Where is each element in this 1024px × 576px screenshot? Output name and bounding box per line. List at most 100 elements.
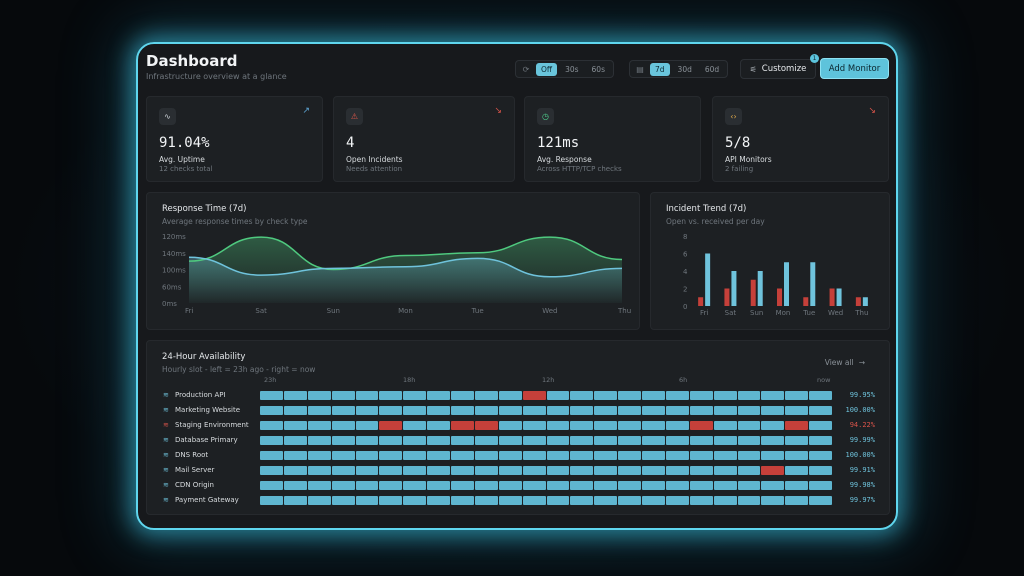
availability-slot-up[interactable] [331, 406, 355, 415]
availability-slot-up[interactable] [665, 421, 689, 430]
availability-slot-up[interactable] [522, 421, 546, 430]
add-monitor-button[interactable]: Add Monitor [820, 58, 889, 79]
availability-slot-up[interactable] [403, 421, 427, 430]
availability-slot-up[interactable] [618, 451, 641, 460]
availability-slot-up[interactable] [570, 436, 594, 445]
availability-slot-up[interactable] [260, 406, 283, 415]
availability-slot-down[interactable] [785, 421, 809, 430]
availability-slot-up[interactable] [427, 391, 450, 400]
availability-slot-up[interactable] [522, 436, 546, 445]
availability-slot-up[interactable] [498, 421, 522, 430]
availability-slot-down[interactable] [379, 421, 403, 430]
availability-slot-up[interactable] [498, 391, 522, 400]
availability-slot-up[interactable] [427, 421, 450, 430]
availability-slot-up[interactable] [403, 466, 427, 475]
availability-slot-up[interactable] [331, 451, 355, 460]
availability-slot-up[interactable] [451, 481, 474, 490]
availability-slot-up[interactable] [713, 391, 737, 400]
availability-slot-up[interactable] [260, 421, 283, 430]
bar[interactable] [731, 271, 737, 306]
availability-slot-up[interactable] [761, 406, 785, 415]
availability-slot-up[interactable] [260, 451, 283, 460]
availability-slot-up[interactable] [689, 451, 713, 460]
availability-slot-up[interactable] [713, 481, 737, 490]
availability-slot-up[interactable] [403, 436, 427, 445]
availability-slot-up[interactable] [809, 391, 832, 400]
availability-slot-up[interactable] [737, 496, 761, 505]
bar[interactable] [698, 297, 704, 306]
availability-slot-up[interactable] [665, 436, 689, 445]
availability-slot-up[interactable] [331, 466, 355, 475]
availability-slot-up[interactable] [594, 406, 618, 415]
availability-slot-up[interactable] [665, 391, 689, 400]
availability-slot-up[interactable] [260, 391, 283, 400]
bar[interactable] [750, 279, 756, 306]
availability-slot-up[interactable] [785, 451, 809, 460]
availability-slot-up[interactable] [546, 436, 570, 445]
availability-slot-up[interactable] [713, 406, 737, 415]
range-option-60d[interactable]: 60d [704, 64, 720, 74]
availability-slot-up[interactable] [522, 406, 546, 415]
bar[interactable] [757, 271, 763, 306]
availability-slot-up[interactable] [642, 466, 665, 475]
availability-slot-up[interactable] [737, 436, 761, 445]
availability-slot-up[interactable] [546, 421, 570, 430]
availability-slot-up[interactable] [665, 496, 689, 505]
availability-row-label[interactable]: ≋ Production API [163, 391, 226, 399]
availability-slot-up[interactable] [761, 481, 785, 490]
availability-slot-up[interactable] [307, 496, 331, 505]
availability-slot-up[interactable] [355, 481, 379, 490]
availability-slot-up[interactable] [546, 406, 570, 415]
availability-slot-up[interactable] [427, 481, 450, 490]
availability-slot-up[interactable] [283, 436, 307, 445]
availability-slot-up[interactable] [498, 406, 522, 415]
availability-slot-up[interactable] [713, 496, 737, 505]
availability-slot-up[interactable] [809, 466, 832, 475]
bar[interactable] [862, 297, 868, 306]
availability-slot-up[interactable] [403, 496, 427, 505]
availability-slot-up[interactable] [331, 496, 355, 505]
availability-slot-up[interactable] [546, 391, 570, 400]
availability-slot-up[interactable] [809, 436, 832, 445]
bar[interactable] [810, 262, 816, 306]
availability-slot-up[interactable] [260, 481, 283, 490]
availability-slot-up[interactable] [737, 391, 761, 400]
availability-slot-up[interactable] [737, 481, 761, 490]
availability-slot-up[interactable] [546, 481, 570, 490]
availability-slot-up[interactable] [283, 481, 307, 490]
availability-slot-up[interactable] [427, 451, 450, 460]
availability-slot-up[interactable] [546, 466, 570, 475]
availability-slot-up[interactable] [307, 406, 331, 415]
refresh-option-off[interactable]: Off [536, 62, 558, 76]
availability-slot-up[interactable] [307, 451, 331, 460]
availability-slot-up[interactable] [498, 451, 522, 460]
availability-slot-up[interactable] [451, 451, 474, 460]
range-option-7d[interactable]: 7d [650, 62, 670, 76]
availability-slot-up[interactable] [570, 391, 594, 400]
availability-slot-up[interactable] [307, 466, 331, 475]
availability-slot-up[interactable] [809, 481, 832, 490]
availability-slot-up[interactable] [665, 451, 689, 460]
availability-slot-up[interactable] [379, 481, 403, 490]
availability-slot-up[interactable] [379, 466, 403, 475]
availability-slot-up[interactable] [737, 451, 761, 460]
availability-slot-down[interactable] [689, 421, 713, 430]
availability-slot-up[interactable] [546, 496, 570, 505]
availability-slot-up[interactable] [809, 421, 832, 430]
availability-slot-up[interactable] [307, 391, 331, 400]
availability-slot-up[interactable] [737, 421, 761, 430]
availability-slot-up[interactable] [689, 436, 713, 445]
availability-slot-up[interactable] [642, 481, 665, 490]
availability-slot-up[interactable] [522, 466, 546, 475]
refresh-option-60s[interactable]: 60s [591, 64, 605, 74]
availability-slot-up[interactable] [570, 496, 594, 505]
availability-slot-up[interactable] [355, 436, 379, 445]
availability-slot-up[interactable] [403, 406, 427, 415]
availability-row-label[interactable]: ≋ Staging Environment [163, 421, 249, 429]
availability-slot-up[interactable] [498, 466, 522, 475]
availability-slot-up[interactable] [785, 391, 809, 400]
availability-slot-down[interactable] [451, 421, 474, 430]
availability-slot-up[interactable] [403, 391, 427, 400]
availability-slot-up[interactable] [618, 391, 641, 400]
availability-row-label[interactable]: ≋ Database Primary [163, 436, 238, 444]
